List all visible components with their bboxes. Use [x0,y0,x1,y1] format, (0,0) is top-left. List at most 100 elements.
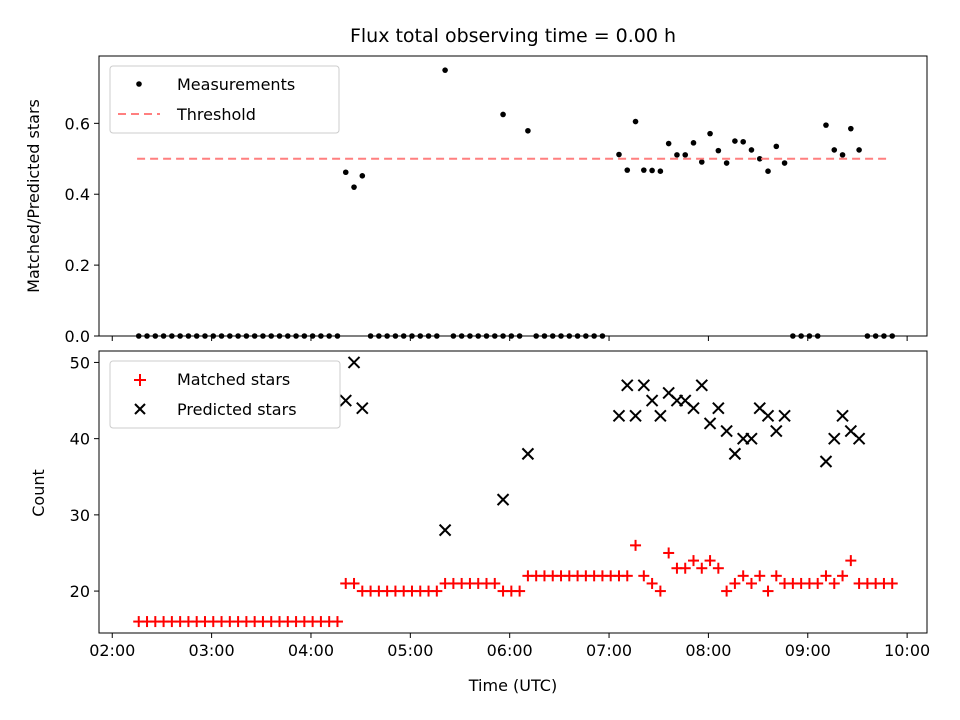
matched-star-point [754,570,766,582]
legend-threshold-label: Threshold [176,105,256,124]
measurement-point [624,167,631,173]
predicted-star-point [703,417,717,430]
measurement-point [740,138,746,145]
measurement-point [773,143,780,150]
measurement-point [351,184,357,190]
top-legend: Measurements Threshold [109,65,340,134]
matched-star-point [621,570,633,582]
top-y-axis-label: Matched/Predicted stars [24,99,43,293]
matched-star-point [489,577,501,589]
measurement-point [359,172,366,179]
matched-star-point [770,570,782,582]
top-y-tick-label: 0.4 [65,185,90,204]
predicted-star-point [496,493,510,506]
measurement-point [690,140,697,146]
predicted-star-point [645,394,659,407]
measurement-point [723,160,730,166]
top-y-tick-label: 0.2 [65,256,90,275]
bottom-y-axis-label: Count [29,469,48,517]
legend-predicted-label: Predicted stars [177,400,297,419]
predicted-star-point [745,432,758,445]
measurement-point [657,168,664,174]
matched-star-point [638,570,650,582]
matched-star-point [837,570,849,582]
measurement-point [781,160,788,166]
predicted-star-point [695,379,708,392]
matched-star-point [679,562,691,574]
matched-star-point [630,539,642,551]
matched-star-point [828,577,840,589]
measurement-point [765,168,771,174]
measurement-point [649,167,655,174]
legend-measurements-marker [136,81,142,87]
x-axis-label: Time (UTC) [468,676,557,695]
bottom-y-tick-label: 40 [70,430,90,449]
top-legend-box [109,65,340,134]
predicted-star-point [629,409,642,422]
predicted-star-point [654,409,667,422]
measurement-point [500,111,506,118]
measurement-point [848,125,854,132]
matched-star-point [654,585,666,597]
predicted-star-point [621,379,634,392]
measurement-point [839,152,846,158]
measurement-point [616,151,622,158]
measurement-point [665,140,672,147]
legend-matched-label: Matched stars [177,370,290,389]
bottom-legend: Matched stars Predicted stars [109,360,341,429]
top-plot-frame [98,55,928,337]
top-data-points [135,67,896,339]
legend-matched-marker [134,374,146,386]
measurement-point [715,147,722,154]
matched-star-point [688,555,700,567]
bottom-x-tick-label: 08:00 [685,641,731,660]
bottom-x-tick-label: 10:00 [884,641,930,660]
bottom-plot-frame [98,350,928,634]
top-y-tick-label: 0.0 [65,327,90,346]
top-y-tick-label: 0.6 [65,114,90,133]
bottom-y-tick-label: 50 [70,353,90,372]
predicted-star-point [347,356,361,369]
matched-star-point [331,616,343,628]
measurement-point [707,130,713,137]
matched-star-point [704,555,716,567]
bottom-x-tick-label: 03:00 [189,641,235,660]
bottom-x-tick-label: 09:00 [785,641,831,660]
predicted-star-point [687,401,700,415]
predicted-star-point [778,409,791,422]
matched-star-point [886,577,898,589]
predicted-star-point [728,447,742,461]
measurement-point [682,152,689,158]
measurement-point [342,169,349,176]
predicted-star-point [828,432,841,445]
bottom-y-tick-label: 20 [70,582,90,601]
measurement-point [442,67,448,73]
legend-measurements-label: Measurements [177,75,295,94]
measurement-point [748,147,755,153]
matched-star-point [729,577,741,589]
measurement-point [732,138,738,144]
matched-star-point [812,577,824,589]
bottom-x-tick-label: 05:00 [387,641,433,660]
predicted-star-point [339,394,352,407]
matched-star-point [431,585,443,597]
top-panel: 0.0 0.2 0.4 0.6 Matched/Predicted stars Mea… [24,55,928,346]
bottom-x-tick-label: 04:00 [288,641,334,660]
predicted-star-point [637,379,651,392]
matched-star-point [845,555,857,567]
bottom-panel: 20 30 40 50 02:00 03:00 04:00 05:00 06:00 07:00 08… [29,350,930,695]
measurement-point [856,147,862,153]
bottom-y-tick-label: 30 [70,506,90,525]
bottom-x-tick-label: 06:00 [487,641,533,660]
bottom-data-points [133,356,898,628]
matched-star-point [348,577,360,589]
predicted-star-point [720,424,733,438]
matched-star-point [745,577,757,589]
measurement-point [823,122,829,128]
predicted-star-point [836,409,849,422]
bottom-x-tick-label: 07:00 [586,641,632,660]
predicted-star-point [852,432,866,445]
matched-star-point [762,585,774,597]
bottom-legend-box [109,360,341,429]
